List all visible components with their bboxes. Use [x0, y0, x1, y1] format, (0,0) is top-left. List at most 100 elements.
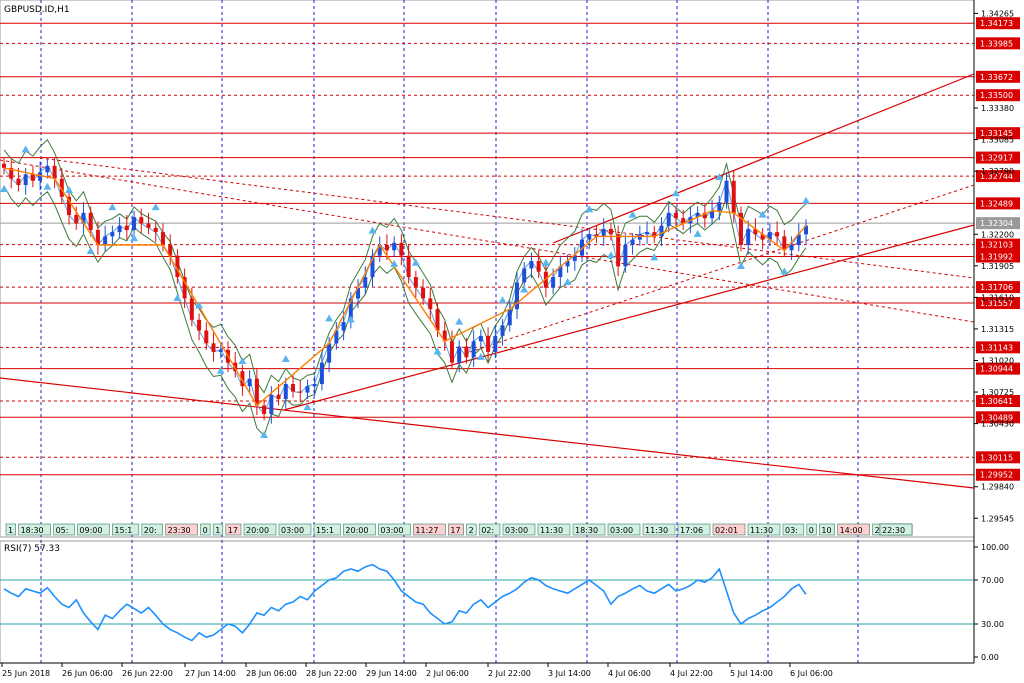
level-price-box	[976, 70, 1020, 83]
candle-body	[442, 330, 447, 342]
fractal-arrow-icon	[303, 403, 312, 411]
candle-body	[616, 234, 621, 267]
candle-body	[276, 394, 281, 400]
session-box	[212, 523, 224, 536]
candle-body	[117, 225, 122, 233]
level-price-label: 1.31557	[980, 299, 1013, 308]
time-axis-label: 4 Jul 22:00	[670, 669, 713, 678]
level-price-box	[976, 281, 1020, 294]
candle-body	[240, 371, 245, 387]
candle-body	[30, 174, 35, 181]
fractal-arrow-icon	[43, 182, 52, 190]
bollinger-lower-band	[3, 185, 807, 437]
session-box	[572, 523, 606, 536]
fractal-arrow-icon	[151, 203, 160, 211]
time-axis-label: 2 Jul 22:00	[488, 669, 531, 678]
candle-body	[435, 309, 440, 331]
candle-body	[746, 228, 751, 245]
candle-body	[52, 165, 57, 179]
candle-body	[789, 244, 794, 251]
trendline-support	[283, 224, 975, 411]
time-axis-label: 26 Jun 06:00	[62, 669, 113, 678]
price-axis-label: 1.32790	[981, 167, 1014, 176]
price-axis-label: 1.34265	[981, 9, 1014, 18]
session-box	[537, 523, 571, 536]
candle-body	[218, 349, 223, 352]
price-axis-label: 1.30725	[981, 388, 1014, 397]
candle-body	[182, 277, 187, 299]
candle-body	[16, 178, 21, 186]
fractal-arrow-icon	[520, 285, 529, 293]
candle-body	[659, 225, 664, 237]
session-label: 2	[469, 526, 474, 535]
time-axis-label: 25 Jun 2018	[2, 669, 50, 678]
level-price-label: 1.30944	[980, 365, 1013, 374]
candle-body	[464, 346, 469, 358]
level-price-box	[976, 297, 1020, 310]
current-price-box	[976, 217, 1020, 230]
session-box	[837, 523, 870, 536]
fractal-arrow-icon	[325, 314, 334, 322]
price-axis-label: 1.31610	[981, 293, 1014, 302]
candle-body	[262, 405, 267, 414]
level-price-box	[976, 395, 1020, 408]
level-price-box	[976, 37, 1020, 50]
session-box	[53, 523, 75, 536]
fractal-arrow-icon	[802, 196, 810, 204]
fractal-arrow-icon	[650, 253, 659, 261]
candle-body	[67, 196, 72, 216]
level-price-label: 1.31143	[980, 343, 1013, 352]
time-axis-label: 4 Jul 06:00	[608, 669, 651, 678]
candle-body	[23, 174, 28, 186]
candle-body	[536, 261, 541, 272]
price-axis-label: 1.33380	[981, 104, 1014, 113]
time-axis-label: 27 Jun 14:00	[185, 669, 236, 678]
candle-body	[551, 277, 556, 288]
session-label: 10	[821, 526, 831, 535]
session-label: 1	[215, 526, 220, 535]
session-box	[278, 523, 312, 536]
session-label: 03:00	[380, 526, 403, 535]
candle-body	[363, 277, 368, 288]
session-label: 03:00	[610, 526, 633, 535]
fractal-arrow-icon	[563, 278, 572, 286]
candle-body	[254, 378, 259, 406]
session-box	[141, 523, 163, 536]
price-axis-label: 1.30430	[981, 420, 1014, 429]
candle-body	[587, 234, 592, 240]
candle-body	[471, 341, 476, 358]
session-box	[712, 523, 746, 536]
time-axis-label: 5 Jul 14:00	[730, 669, 773, 678]
session-box	[806, 523, 817, 536]
candle-body	[153, 227, 158, 233]
fractal-arrow-icon	[693, 229, 702, 237]
candle-body	[514, 282, 519, 310]
session-label: 03:00	[505, 526, 528, 535]
session-label: 11:30	[750, 526, 773, 535]
price-axis-label: 1.29545	[981, 514, 1014, 523]
session-box	[200, 523, 211, 536]
session-label: 20:00	[345, 526, 368, 535]
level-price-label: 1.32103	[980, 241, 1013, 250]
session-box	[607, 523, 641, 536]
candle-body	[9, 167, 14, 179]
session-label: 20:	[144, 526, 157, 535]
price-axis-label: 1.31315	[981, 325, 1014, 334]
fractal-arrow-icon	[606, 251, 615, 259]
fractal-arrow-icon	[86, 246, 95, 254]
level-price-box	[976, 127, 1020, 140]
candle-body	[312, 384, 317, 387]
candle-body	[377, 244, 382, 256]
session-box	[77, 523, 110, 536]
session-label: 11:27	[415, 526, 438, 535]
candle-body	[247, 378, 252, 387]
candle-body	[348, 298, 353, 322]
trendline-lower-channel	[0, 377, 975, 489]
candle-body	[146, 223, 151, 228]
session-box	[677, 523, 711, 536]
trendline-dashed-up	[469, 184, 975, 353]
session-label: 03:	[785, 526, 798, 535]
candle-body	[59, 178, 64, 197]
